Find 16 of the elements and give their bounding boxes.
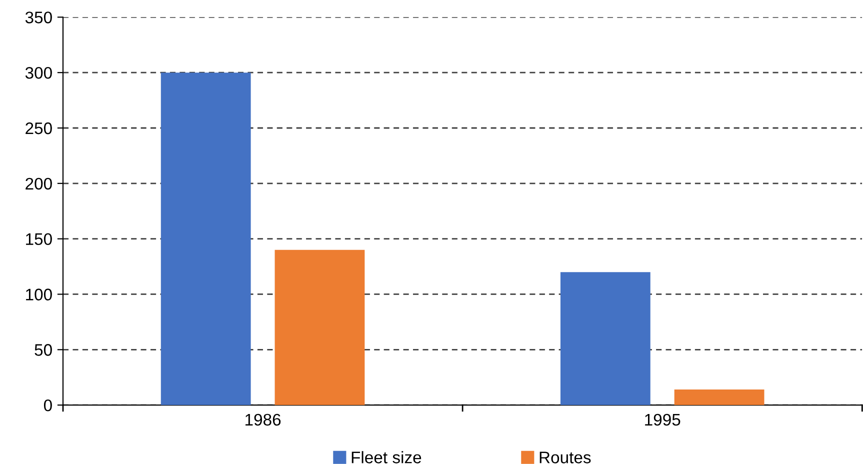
y-tick-label: 0 xyxy=(44,399,52,412)
legend-label: Fleet size xyxy=(352,451,422,464)
legend-label: Routes xyxy=(540,452,591,464)
y-tick-label: 150 xyxy=(26,233,52,246)
y-tick-label: 200 xyxy=(26,178,52,190)
bar xyxy=(274,250,365,406)
y-tick-label: 300 xyxy=(25,66,52,79)
y-tick-label: 100 xyxy=(26,288,52,300)
x-tick-label: 1986 xyxy=(246,414,281,426)
bar xyxy=(560,272,650,406)
y-tick-label: 250 xyxy=(26,122,52,134)
x-tick-label: 1995 xyxy=(645,414,680,426)
bar xyxy=(674,390,764,406)
bar xyxy=(160,72,251,406)
y-tick-label: 50 xyxy=(34,344,52,356)
y-tick-label: 350 xyxy=(25,12,52,24)
